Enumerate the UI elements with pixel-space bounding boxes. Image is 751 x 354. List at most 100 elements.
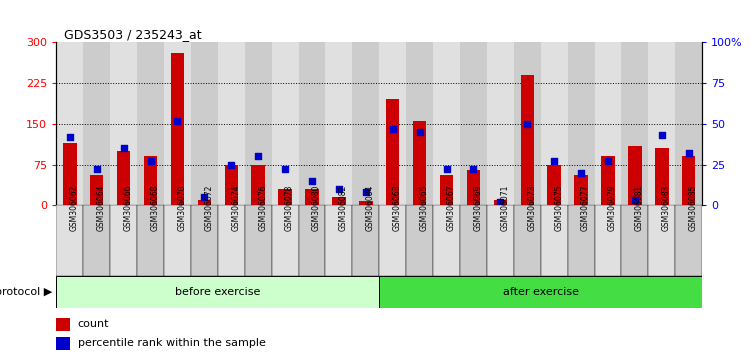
Bar — [622, 42, 648, 205]
Text: GSM306064: GSM306064 — [97, 184, 106, 231]
Bar — [90, 176, 104, 205]
Text: GSM306073: GSM306073 — [527, 184, 536, 231]
Bar — [655, 148, 668, 205]
Point — [252, 154, 264, 159]
Point — [656, 132, 668, 138]
Text: GSM306076: GSM306076 — [258, 184, 267, 231]
Bar — [299, 42, 325, 205]
Bar — [541, 42, 568, 205]
Point — [333, 186, 345, 192]
Bar — [83, 42, 110, 205]
Bar — [245, 205, 272, 276]
Point — [629, 198, 641, 203]
Text: GSM306070: GSM306070 — [177, 184, 186, 231]
Bar — [568, 205, 595, 276]
Text: GSM306084: GSM306084 — [366, 184, 375, 231]
Bar — [541, 205, 568, 276]
Text: GSM306081: GSM306081 — [635, 184, 644, 230]
Point — [198, 194, 210, 200]
Bar — [433, 205, 460, 276]
Bar — [198, 200, 211, 205]
Bar — [514, 42, 541, 205]
Point — [91, 167, 103, 172]
Point — [521, 121, 533, 127]
Bar — [352, 42, 379, 205]
Point — [225, 162, 237, 167]
Point — [387, 126, 399, 132]
Bar — [225, 165, 238, 205]
Text: count: count — [77, 319, 109, 329]
Point — [118, 145, 130, 151]
Bar — [622, 205, 648, 276]
Bar — [56, 318, 70, 331]
Bar — [514, 205, 541, 276]
Bar — [413, 121, 427, 205]
Text: GSM306082: GSM306082 — [339, 184, 348, 230]
Text: GSM306074: GSM306074 — [231, 184, 240, 231]
Bar — [83, 205, 110, 276]
Bar — [386, 99, 400, 205]
Text: GDS3503 / 235243_at: GDS3503 / 235243_at — [64, 28, 201, 41]
Bar — [332, 197, 345, 205]
Bar — [56, 337, 70, 350]
Text: before exercise: before exercise — [175, 287, 261, 297]
Bar — [191, 205, 218, 276]
Bar — [137, 205, 164, 276]
Bar — [143, 156, 157, 205]
Point — [683, 150, 695, 156]
Bar — [379, 205, 406, 276]
Text: GSM306062: GSM306062 — [70, 184, 79, 231]
Point — [575, 170, 587, 176]
Point — [548, 159, 560, 164]
Bar — [595, 205, 622, 276]
Bar — [466, 170, 480, 205]
Bar — [460, 205, 487, 276]
Bar — [359, 201, 372, 205]
Bar — [628, 145, 641, 205]
Text: GSM306067: GSM306067 — [447, 184, 456, 231]
Bar — [218, 42, 245, 205]
Bar — [675, 42, 702, 205]
Bar — [406, 205, 433, 276]
Text: GSM306085: GSM306085 — [689, 184, 698, 231]
Bar — [325, 205, 352, 276]
Bar — [56, 205, 83, 276]
Bar — [272, 205, 299, 276]
Bar — [595, 42, 622, 205]
Bar — [252, 165, 265, 205]
Bar — [56, 42, 83, 205]
Text: GSM306080: GSM306080 — [312, 184, 321, 231]
Point — [467, 167, 479, 172]
Bar — [305, 189, 318, 205]
Bar — [487, 42, 514, 205]
Text: after exercise: after exercise — [502, 287, 579, 297]
Bar — [379, 42, 406, 205]
Text: GSM306068: GSM306068 — [150, 184, 159, 231]
Text: GSM306078: GSM306078 — [285, 184, 294, 231]
Bar — [602, 156, 615, 205]
Bar — [279, 189, 292, 205]
Bar — [218, 205, 245, 276]
Bar — [272, 42, 299, 205]
Text: GSM306071: GSM306071 — [500, 184, 509, 231]
Text: protocol ▶: protocol ▶ — [0, 287, 53, 297]
Bar — [245, 42, 272, 205]
Text: GSM306077: GSM306077 — [581, 184, 590, 231]
Bar — [191, 42, 218, 205]
Bar — [648, 42, 675, 205]
Bar — [299, 205, 325, 276]
Text: GSM306063: GSM306063 — [393, 184, 402, 231]
Point — [171, 118, 183, 124]
Point — [494, 199, 506, 205]
Text: percentile rank within the sample: percentile rank within the sample — [77, 338, 266, 348]
Bar — [433, 42, 460, 205]
Bar — [440, 176, 454, 205]
Point — [441, 167, 453, 172]
Text: GSM306065: GSM306065 — [420, 184, 429, 231]
Bar — [520, 75, 534, 205]
Bar — [63, 143, 77, 205]
Bar — [110, 42, 137, 205]
Bar — [164, 205, 191, 276]
Text: GSM306079: GSM306079 — [608, 184, 617, 231]
Bar — [487, 205, 514, 276]
